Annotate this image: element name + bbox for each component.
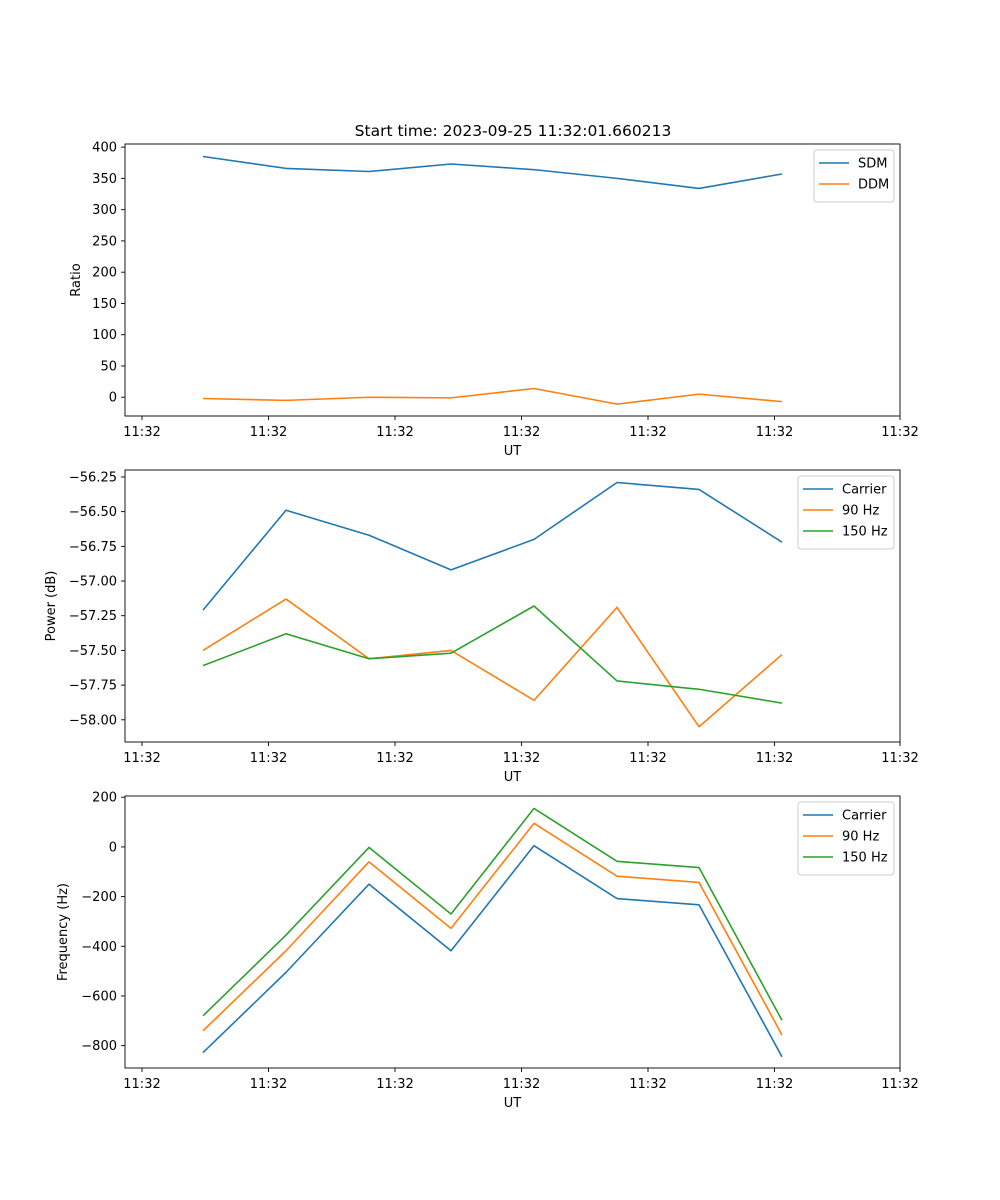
- y-tick-label: −800: [81, 1039, 117, 1054]
- y-axis-label: Power (dB): [44, 571, 59, 642]
- x-tick-label: 11:32: [376, 751, 413, 766]
- legend-label: DDM: [858, 178, 889, 193]
- y-tick-label: 50: [100, 359, 117, 374]
- y-tick-label: −57.00: [69, 575, 117, 590]
- x-tick-label: 11:32: [629, 751, 666, 766]
- figure-title: Start time: 2023-09-25 11:32:01.660213: [355, 122, 672, 140]
- series-line-carrier: [202, 481, 783, 611]
- series-line-90-hz: [202, 598, 783, 728]
- y-tick-label: 100: [92, 328, 117, 343]
- legend-label: 150 Hz: [842, 525, 888, 540]
- y-tick-label: −58.00: [69, 713, 117, 728]
- x-tick-label: 11:32: [250, 425, 287, 440]
- y-tick-label: −56.50: [69, 505, 117, 520]
- x-tick-label: 11:32: [881, 425, 918, 440]
- series-line-sdm: [202, 155, 783, 190]
- axes-frame: [124, 143, 901, 417]
- legend-label: 90 Hz: [842, 830, 879, 845]
- y-tick-label: 0: [109, 840, 117, 855]
- y-axis-label: Frequency (Hz): [56, 883, 71, 981]
- legend: Carrier 90 Hz 150 Hz: [797, 475, 895, 550]
- x-tick-label: 11:32: [376, 425, 413, 440]
- y-tick-label: 250: [92, 234, 117, 249]
- axes-frame: [124, 795, 901, 1069]
- series-line-ddm: [202, 387, 783, 405]
- y-tick-label: 300: [92, 203, 117, 218]
- y-tick-label: −200: [81, 890, 117, 905]
- x-tick-label: 11:32: [503, 751, 540, 766]
- y-axis-label: Ratio: [69, 263, 84, 296]
- x-tick-label: 11:32: [756, 425, 793, 440]
- panel-ratio: 11:32 11:32 11:32 11:32 11:32 11:32 11:32 0 50 10…: [69, 141, 919, 459]
- x-tick-label: 11:32: [629, 1077, 666, 1092]
- y-tick-label: −57.25: [69, 609, 117, 624]
- x-tick-label: 11:32: [881, 1077, 918, 1092]
- legend-label: SDM: [858, 157, 887, 172]
- legend: SDM DDM: [813, 149, 895, 203]
- series-line-carrier: [202, 844, 783, 1058]
- x-tick-label: 11:32: [123, 1077, 160, 1092]
- y-tick-label: 400: [92, 141, 117, 156]
- y-tick-label: −56.25: [69, 470, 117, 485]
- y-tick-label: −57.50: [69, 644, 117, 659]
- x-tick-label: 11:32: [250, 1077, 287, 1092]
- x-axis-label: UT: [504, 444, 522, 459]
- legend-label: 150 Hz: [842, 851, 888, 866]
- x-tick-label: 11:32: [123, 425, 160, 440]
- y-tick-label: 200: [92, 791, 117, 806]
- x-tick-label: 11:32: [756, 751, 793, 766]
- x-tick-label: 11:32: [503, 1077, 540, 1092]
- y-tick-label: 200: [92, 266, 117, 281]
- legend: Carrier 90 Hz 150 Hz: [797, 801, 895, 876]
- x-tick-label: 11:32: [250, 751, 287, 766]
- panel-frequency: 11:32 11:32 11:32 11:32 11:32 11:32 11:32 −800 −…: [56, 791, 919, 1111]
- y-tick-label: −600: [81, 989, 117, 1004]
- x-tick-label: 11:32: [503, 425, 540, 440]
- y-tick-label: −56.75: [69, 540, 117, 555]
- y-tick-label: −400: [81, 940, 117, 955]
- x-tick-label: 11:32: [376, 1077, 413, 1092]
- legend-label: Carrier: [842, 483, 887, 498]
- x-axis-label: UT: [504, 1096, 522, 1111]
- y-tick-label: 0: [109, 391, 117, 406]
- axes-frame: [124, 469, 901, 743]
- x-tick-label: 11:32: [881, 751, 918, 766]
- x-tick-label: 11:32: [756, 1077, 793, 1092]
- series-line-150-hz: [202, 605, 783, 704]
- x-tick-label: 11:32: [629, 425, 666, 440]
- x-axis-label: UT: [504, 770, 522, 785]
- panel-power: 11:32 11:32 11:32 11:32 11:32 11:32 11:32 −58.0…: [44, 469, 919, 785]
- y-tick-label: 350: [92, 172, 117, 187]
- series-line-150-hz: [202, 807, 783, 1021]
- series-line-90-hz: [202, 822, 783, 1036]
- legend-label: Carrier: [842, 809, 887, 824]
- x-tick-label: 11:32: [123, 751, 160, 766]
- y-tick-label: 150: [92, 297, 117, 312]
- y-tick-label: −57.75: [69, 679, 117, 694]
- legend-label: 90 Hz: [842, 504, 879, 519]
